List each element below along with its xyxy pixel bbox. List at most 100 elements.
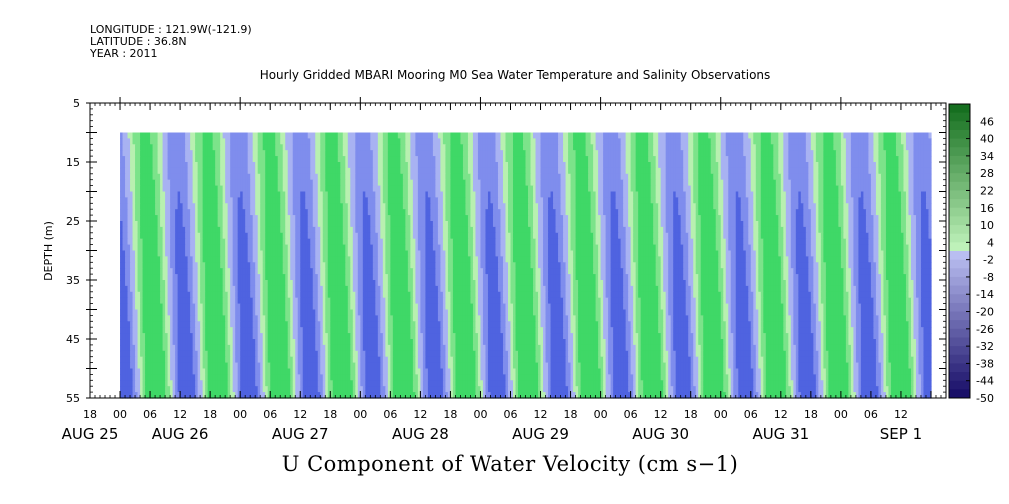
heatmap-cell xyxy=(447,179,452,187)
heatmap-cell xyxy=(538,162,542,169)
heatmap-cell xyxy=(320,150,324,157)
heatmap-cell xyxy=(412,132,416,139)
heatmap-cell xyxy=(695,132,699,139)
heatmap-cell xyxy=(845,138,849,145)
heatmap-cell xyxy=(307,185,311,193)
heatmap-cell xyxy=(145,150,149,157)
heatmap-cell xyxy=(908,132,912,139)
heatmap-cell xyxy=(903,132,907,139)
heatmap-cell xyxy=(543,173,547,181)
heatmap-cell xyxy=(400,150,404,157)
heatmap-cell xyxy=(750,173,754,181)
heatmap-cell xyxy=(788,167,792,175)
heatmap-cell xyxy=(638,167,642,175)
heatmap-cell xyxy=(297,162,301,169)
heatmap-cell xyxy=(152,138,156,145)
heatmap-cell xyxy=(833,167,837,175)
heatmap-cell xyxy=(475,144,479,151)
heatmap-cell xyxy=(300,132,304,139)
heatmap-cell xyxy=(500,162,504,169)
heatmap-cell xyxy=(405,150,409,157)
heatmap-cell xyxy=(285,191,289,198)
heatmap-cell xyxy=(593,150,597,157)
heatmap-cell xyxy=(753,191,757,198)
heatmap-cell xyxy=(412,162,416,169)
heatmap-cell xyxy=(385,162,389,169)
heatmap-cell xyxy=(773,132,777,139)
heatmap-cell xyxy=(470,156,474,163)
heatmap-cell xyxy=(192,179,196,187)
heatmap-cell xyxy=(257,191,261,198)
heatmap-cell xyxy=(180,191,184,198)
heatmap-cell xyxy=(873,162,877,169)
heatmap-cell xyxy=(640,191,644,198)
heatmap-cell xyxy=(570,150,574,157)
heatmap-cell xyxy=(823,150,827,157)
heatmap-cell xyxy=(442,173,447,181)
heatmap-cell xyxy=(360,132,364,139)
heatmap-cell xyxy=(728,185,732,193)
heatmap-cell xyxy=(170,150,174,157)
heatmap-cell xyxy=(638,144,642,151)
heatmap-cell xyxy=(900,173,905,181)
heatmap-cell xyxy=(818,191,822,198)
heatmap-cell xyxy=(422,138,426,145)
heatmap-cell xyxy=(908,156,912,163)
heatmap-cell xyxy=(262,185,266,193)
heatmap-cell xyxy=(392,179,396,187)
heatmap-cell xyxy=(888,167,892,175)
heatmap-cell xyxy=(788,162,792,169)
heatmap-cell xyxy=(205,144,209,151)
heatmap-cell xyxy=(312,191,316,198)
heatmap-cell xyxy=(830,138,834,145)
heatmap-cell xyxy=(660,144,664,151)
heatmap-cell xyxy=(387,132,391,139)
heatmap-cell xyxy=(808,179,812,187)
heatmap-cell xyxy=(538,179,542,187)
chart-title: Hourly Gridded MBARI Mooring M0 Sea Wate… xyxy=(259,68,771,82)
heatmap-cell xyxy=(625,191,629,198)
heatmap-cell xyxy=(740,138,744,145)
heatmap-cell xyxy=(658,132,662,139)
heatmap-cell xyxy=(638,179,642,187)
heatmap-cell xyxy=(570,138,574,145)
heatmap-cell xyxy=(848,167,852,175)
heatmap-cell xyxy=(477,150,482,157)
heatmap-cell xyxy=(838,173,842,181)
heatmap-cell xyxy=(482,185,487,193)
heatmap-cell xyxy=(347,132,351,139)
heatmap-cell xyxy=(540,150,544,157)
heatmap-cell xyxy=(437,132,442,139)
heatmap-cell xyxy=(292,162,296,169)
heatmap-cell xyxy=(195,138,199,145)
heatmap-cell xyxy=(500,132,504,139)
heatmap-cell xyxy=(332,179,336,187)
heatmap-cell xyxy=(420,138,424,145)
heatmap-cell xyxy=(603,173,607,181)
heatmap-cell xyxy=(748,173,752,181)
heatmap-cell xyxy=(608,185,612,193)
heatmap-cell xyxy=(658,191,662,198)
heatmap-cell xyxy=(430,179,434,187)
heatmap-cell xyxy=(765,167,769,175)
heatmap-cell xyxy=(670,138,674,145)
heatmap-cell xyxy=(150,132,154,139)
heatmap-cell xyxy=(828,138,832,145)
heatmap-cell xyxy=(140,185,144,193)
heatmap-cell xyxy=(240,179,244,187)
heatmap-cell xyxy=(245,167,249,175)
heatmap-cell xyxy=(658,179,662,187)
heatmap-cell xyxy=(543,179,547,187)
heatmap-cell xyxy=(300,179,304,187)
heatmap-cell xyxy=(265,185,269,193)
heatmap-cell xyxy=(795,150,799,157)
heatmap-cell xyxy=(397,138,401,145)
heatmap-cell xyxy=(628,185,632,193)
heatmap-cell xyxy=(312,156,316,163)
heatmap-cell xyxy=(222,162,226,169)
heatmap-cell xyxy=(880,156,885,163)
heatmap-cell xyxy=(630,138,634,145)
heatmap-cell xyxy=(543,138,547,145)
heatmap-cell xyxy=(150,138,154,145)
heatmap-cell xyxy=(127,197,131,204)
